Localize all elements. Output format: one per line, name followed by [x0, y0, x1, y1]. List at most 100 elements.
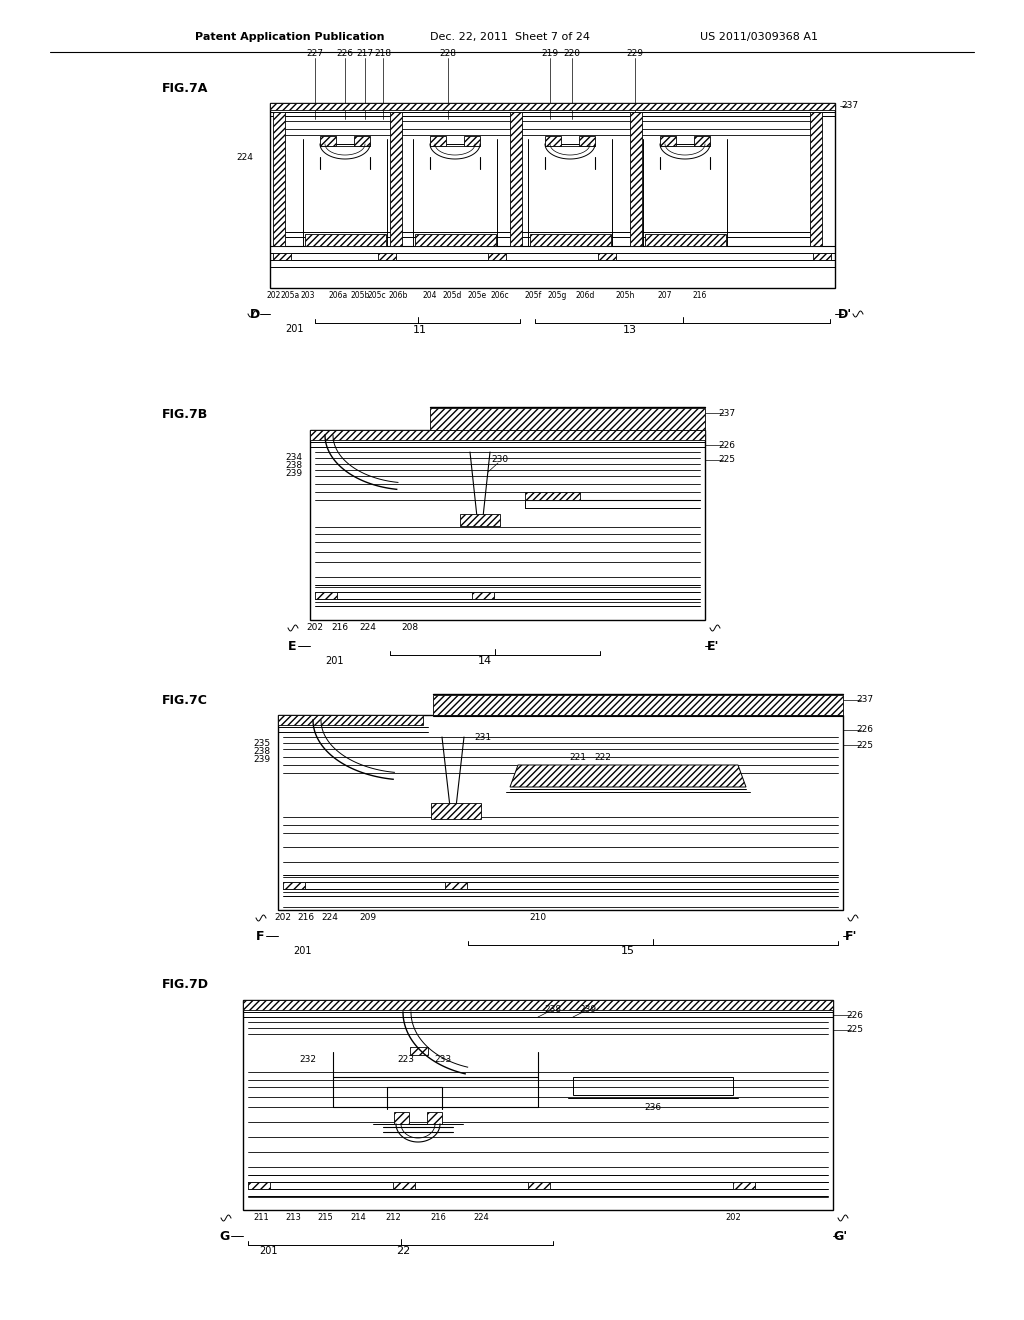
- Text: 226: 226: [856, 726, 873, 734]
- Text: 219: 219: [542, 49, 558, 58]
- Text: 228: 228: [439, 49, 457, 58]
- Text: FIG.7C: FIG.7C: [162, 693, 208, 706]
- Text: 215: 215: [317, 1213, 333, 1222]
- Bar: [813, 253, 831, 260]
- Text: 15: 15: [621, 946, 635, 956]
- Text: 202: 202: [274, 913, 292, 923]
- Text: 231: 231: [474, 733, 492, 742]
- Bar: [525, 492, 580, 500]
- Text: F: F: [256, 929, 264, 942]
- Bar: [415, 234, 496, 246]
- Text: 239: 239: [285, 470, 302, 479]
- Text: Patent Application Publication: Patent Application Publication: [195, 32, 384, 42]
- Text: 209: 209: [359, 913, 377, 923]
- Text: 202: 202: [306, 623, 324, 632]
- Text: 203: 203: [301, 292, 315, 301]
- Bar: [431, 803, 481, 818]
- Bar: [315, 591, 337, 599]
- Text: 225: 225: [719, 455, 735, 465]
- Text: 224: 224: [359, 623, 377, 632]
- Text: F': F': [845, 929, 857, 942]
- Text: 230: 230: [492, 455, 509, 465]
- Text: 205b: 205b: [350, 292, 370, 301]
- Bar: [433, 696, 843, 715]
- Text: 202: 202: [267, 292, 282, 301]
- Bar: [410, 1047, 428, 1055]
- Text: 206b: 206b: [388, 292, 408, 301]
- Text: D: D: [250, 308, 260, 321]
- Text: 201: 201: [294, 946, 312, 956]
- Text: 224: 224: [473, 1213, 488, 1222]
- Text: 225: 225: [847, 1026, 863, 1035]
- Text: FIG.7D: FIG.7D: [162, 978, 209, 991]
- Text: 210: 210: [529, 913, 547, 923]
- Text: 217: 217: [356, 49, 374, 58]
- Text: 22: 22: [396, 1246, 411, 1257]
- Bar: [630, 112, 642, 246]
- Bar: [394, 1111, 409, 1125]
- Text: 223: 223: [397, 1056, 415, 1064]
- Bar: [598, 253, 616, 260]
- Bar: [393, 1181, 415, 1189]
- Bar: [733, 1181, 755, 1189]
- Bar: [530, 234, 611, 246]
- Text: 239: 239: [253, 755, 270, 763]
- Text: 226: 226: [719, 441, 735, 450]
- Bar: [283, 882, 305, 888]
- Bar: [273, 112, 285, 246]
- Text: 201: 201: [286, 323, 304, 334]
- Text: 205h: 205h: [615, 292, 635, 301]
- Bar: [243, 1001, 833, 1210]
- Bar: [427, 1111, 442, 1125]
- Bar: [694, 136, 710, 147]
- Bar: [270, 103, 835, 110]
- Text: 233: 233: [434, 1056, 452, 1064]
- Polygon shape: [510, 766, 746, 787]
- Bar: [305, 234, 386, 246]
- Text: D': D': [838, 308, 852, 321]
- Text: 214: 214: [350, 1213, 366, 1222]
- Text: 221: 221: [569, 754, 587, 763]
- Text: 213: 213: [285, 1213, 301, 1222]
- Bar: [579, 136, 595, 147]
- Bar: [645, 234, 726, 246]
- Text: US 2011/0309368 A1: US 2011/0309368 A1: [700, 32, 818, 42]
- Text: 220: 220: [563, 49, 581, 58]
- Bar: [243, 1001, 833, 1010]
- Text: E: E: [288, 639, 296, 652]
- Text: G: G: [220, 1229, 230, 1242]
- Text: 13: 13: [623, 325, 637, 335]
- Text: FIG.7A: FIG.7A: [162, 82, 208, 95]
- Text: 207: 207: [657, 292, 672, 301]
- Text: 205g: 205g: [547, 292, 566, 301]
- Text: 232: 232: [299, 1056, 316, 1064]
- Text: 201: 201: [326, 656, 344, 667]
- Text: 202: 202: [725, 1213, 741, 1222]
- Bar: [810, 112, 822, 246]
- Text: 227: 227: [306, 49, 324, 58]
- Bar: [270, 103, 835, 288]
- Text: 237: 237: [856, 696, 873, 705]
- Text: 226: 226: [337, 49, 353, 58]
- Text: 238: 238: [253, 747, 270, 755]
- Text: FIG.7B: FIG.7B: [162, 408, 208, 421]
- Text: 216: 216: [693, 292, 708, 301]
- Text: 205a: 205a: [281, 292, 300, 301]
- Bar: [378, 253, 396, 260]
- Bar: [310, 430, 705, 440]
- Bar: [430, 408, 705, 430]
- Bar: [488, 253, 506, 260]
- Bar: [460, 513, 500, 525]
- Text: 205f: 205f: [524, 292, 542, 301]
- Text: 238: 238: [285, 462, 302, 470]
- Text: 216: 216: [332, 623, 348, 632]
- Text: 222: 222: [595, 754, 611, 763]
- Bar: [445, 882, 467, 888]
- Text: 235: 235: [253, 738, 270, 747]
- Text: 208: 208: [401, 623, 419, 632]
- Text: 14: 14: [478, 656, 493, 667]
- Text: 205d: 205d: [442, 292, 462, 301]
- Bar: [354, 136, 370, 147]
- Text: 201: 201: [259, 1246, 278, 1257]
- Text: 204: 204: [423, 292, 437, 301]
